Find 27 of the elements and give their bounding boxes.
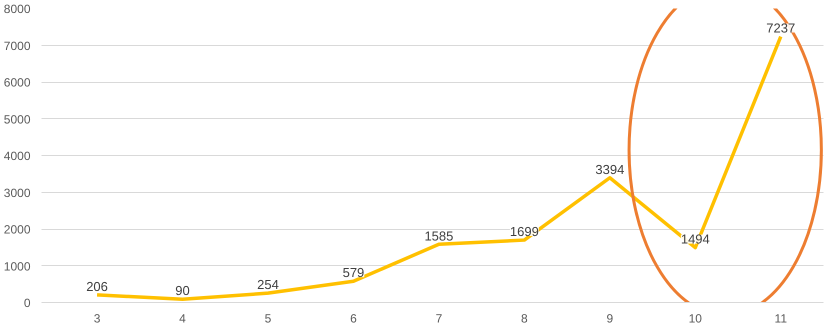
data-label: 206 bbox=[86, 278, 108, 294]
data-label: 1699 bbox=[510, 224, 539, 240]
x-tick-label: 7 bbox=[436, 312, 443, 325]
y-tick-label: 2000 bbox=[4, 222, 31, 236]
x-tick-label: 9 bbox=[606, 312, 614, 325]
y-tick-label: 7000 bbox=[4, 38, 31, 53]
y-tick-label: 6000 bbox=[4, 76, 31, 90]
y-tick-label: 1000 bbox=[4, 259, 31, 274]
x-tick-label: 11 bbox=[774, 312, 788, 325]
x-tick-label: 3 bbox=[94, 312, 101, 325]
x-tick-label: 6 bbox=[350, 312, 358, 325]
data-label: 254 bbox=[257, 277, 279, 292]
y-tick-label: 5000 bbox=[4, 112, 31, 126]
x-tick-label: 10 bbox=[688, 312, 702, 325]
data-label: 3394 bbox=[595, 162, 624, 177]
y-tick-label: 0 bbox=[24, 296, 31, 310]
data-label: 90 bbox=[175, 283, 190, 298]
x-tick-label: 5 bbox=[264, 312, 272, 325]
y-tick-label: 4000 bbox=[4, 149, 31, 163]
x-tick-label: 8 bbox=[521, 312, 528, 325]
data-label: 7237 bbox=[766, 20, 796, 36]
data-label: 579 bbox=[342, 265, 364, 280]
x-tick-label: 4 bbox=[179, 312, 186, 325]
data-label: 1585 bbox=[424, 228, 454, 244]
y-tick-label: 3000 bbox=[4, 186, 31, 200]
data-label: 1494 bbox=[680, 232, 710, 247]
y-tick-label: 8000 bbox=[4, 2, 31, 16]
